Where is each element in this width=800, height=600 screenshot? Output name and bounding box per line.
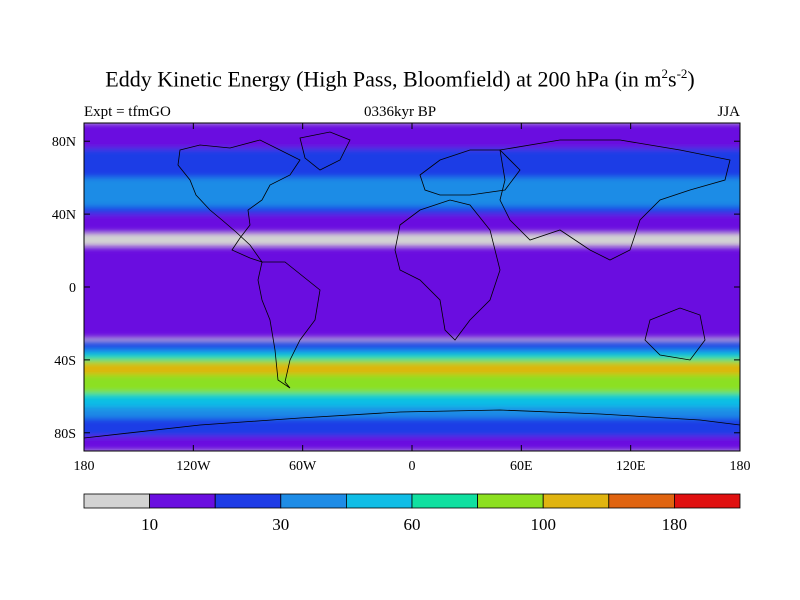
x-tick-label: 60W (289, 459, 317, 474)
x-tick-label: 180 (730, 459, 751, 474)
colorbar-box (477, 493, 544, 509)
colorbar-box (83, 493, 150, 509)
y-tick-label: 80S (54, 427, 76, 442)
colorbar-box (280, 493, 347, 509)
colorbar-box (542, 493, 610, 509)
colorbar-box (674, 493, 741, 509)
colorbar-label: 100 (530, 515, 556, 534)
x-tick-label: 120W (176, 459, 211, 474)
x-tick-label: 0 (409, 459, 416, 474)
x-tick-label: 180 (74, 459, 95, 474)
colorbar-box (608, 493, 675, 509)
colorbar-label: 30 (272, 515, 289, 534)
colorbar-box (149, 493, 216, 509)
y-tick-label: 40S (54, 354, 76, 369)
season-label: JJA (717, 104, 740, 120)
y-tick-label: 0 (69, 281, 76, 296)
field-band-level-1 (84, 246, 740, 339)
y-tick-label: 40N (52, 208, 76, 223)
colorbar: 10 30 60 100 180 (83, 493, 741, 534)
x-tick-label: 60E (510, 459, 533, 474)
colorbar-label: 180 (662, 515, 688, 534)
experiment-label: Expt = tfmGO (84, 104, 171, 120)
colorbar-box (345, 493, 413, 509)
colorbar-box (411, 493, 478, 509)
field-band-level-3 (84, 177, 740, 207)
map-field (84, 123, 740, 451)
colorbar-box (214, 493, 282, 509)
colorbar-label: 10 (141, 515, 158, 534)
y-axis: 80N 40N 0 40S 80S (52, 135, 740, 442)
y-tick-label: 80N (52, 135, 76, 150)
time-label: 0336kyr BP (363, 104, 437, 120)
x-axis: 180 120W 60W 0 60E 120E 180 (74, 123, 751, 474)
colorbar-label: 60 (404, 515, 421, 534)
plot-title: Eddy Kinetic Energy (High Pass, Bloomfie… (105, 66, 695, 92)
coastlines (84, 131, 740, 439)
x-tick-label: 120E (616, 459, 646, 474)
field-band-level-7 (84, 363, 740, 375)
